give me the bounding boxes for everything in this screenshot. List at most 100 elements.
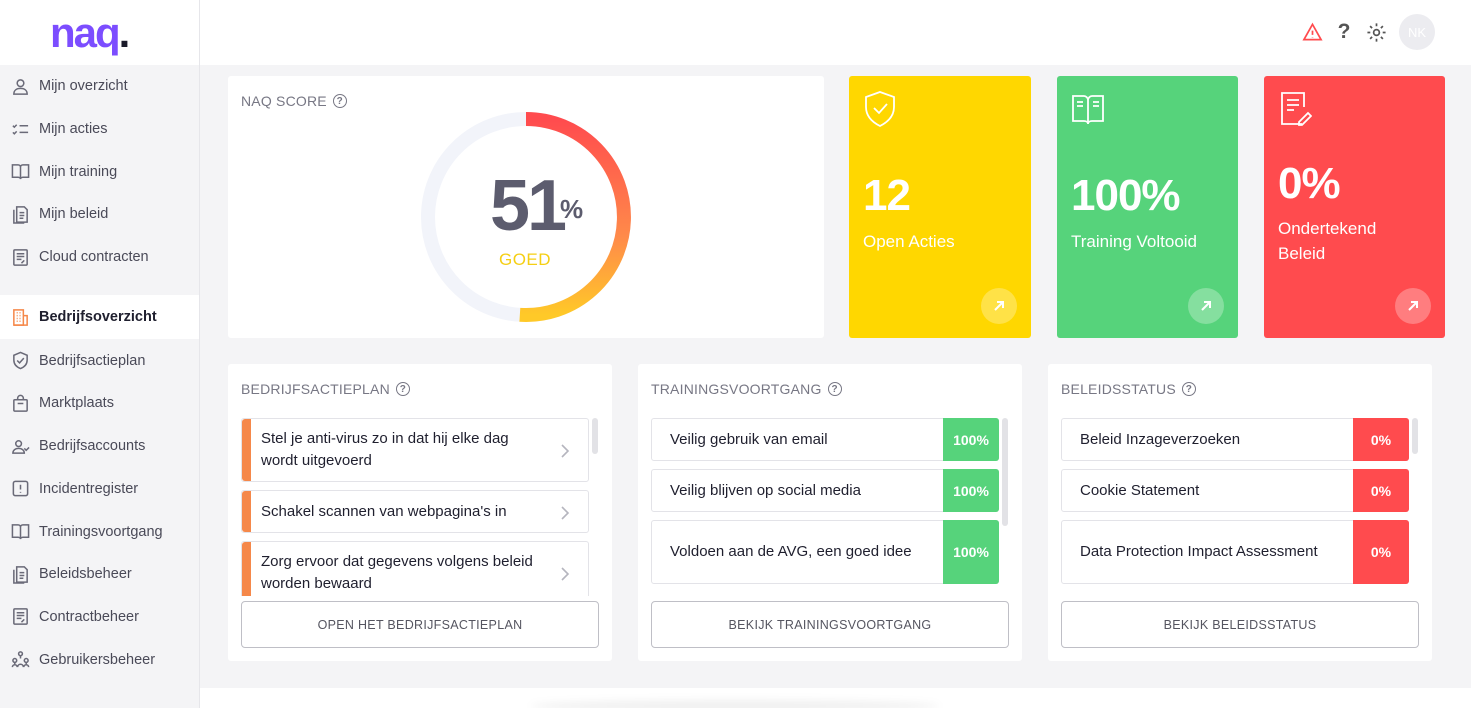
contract-icon [10,247,30,267]
checklist-icon [10,119,30,139]
help-icon[interactable]: ? [1337,20,1351,43]
list-item[interactable]: Veilig gebruik van email 100% [651,418,999,461]
logo-dot: . [118,8,131,56]
sidebar: naq. Mijn overzicht Mijn acties Mijn tra… [0,0,200,708]
progress-badge: 100% [943,520,999,584]
list-item-text: Zorg ervoor dat gegevens volgens beleid … [261,553,533,592]
score-label: GOED [498,250,552,269]
stat-label: Open Acties [863,232,955,251]
bag-icon [10,393,30,413]
list-item[interactable]: Zorg ervoor dat gegevens volgens beleid … [241,541,589,596]
nav-item-mijn-training[interactable]: Mijn training [0,150,199,193]
status-badge: 0% [1353,520,1409,584]
nav-label: Bedrijfsoverzicht [39,309,157,326]
chevron-right-icon [560,505,570,520]
arrow-up-right-icon[interactable] [981,288,1017,324]
chevron-right-icon [560,443,570,458]
list-item[interactable]: Beleid Inzageverzoeken 0% [1061,418,1409,461]
trainingsvoortgang-card: TRAININGSVOORTGANG ? Veilig gebruik van … [638,364,1022,661]
nav-item-contractbeheer[interactable]: Contractbeheer [0,596,199,639]
nav-item-mijn-acties[interactable]: Mijn acties [0,108,199,151]
nav-item-bedrijfsaccounts[interactable]: Bedrijfsaccounts [0,425,199,468]
nav-label: Mijn training [39,163,118,180]
list-item-text: Cookie Statement [1080,481,1200,499]
help-icon[interactable]: ? [395,382,410,396]
arrow-up-right-icon[interactable] [1188,288,1224,324]
top-header: ? NK [200,0,1471,65]
nav-label: Bedrijfsaccounts [39,438,146,455]
nav-label: Mijn overzicht [39,78,128,95]
stat-training-voltooid[interactable]: 100% Training Voltooid [1057,76,1238,338]
arrow-up-right-icon[interactable] [1395,288,1431,324]
scroll-shadow [530,700,940,708]
stat-value: 12 [863,171,911,220]
list-item[interactable]: Cookie Statement 0% [1061,469,1409,512]
bottom-strip [200,688,1471,708]
naq-score-card: NAQ SCORE ? 51 % GOED [228,76,824,338]
nav-item-beleidsbeheer[interactable]: Beleidsbeheer [0,553,199,596]
list-item[interactable]: Veilig blijven op social media 100% [651,469,999,512]
avatar[interactable]: NK [1399,14,1435,50]
help-icon[interactable]: ? [1181,382,1196,396]
stat-label: Training Voltooid [1071,232,1198,251]
list-item-text: Voldoen aan de AVG, een goed idee [670,543,912,560]
nav-item-trainingsvoortgang[interactable]: Trainingsvoortgang [0,510,199,553]
list-item-text: Veilig gebruik van email [670,430,828,448]
building-icon [10,307,30,327]
stat-value: 100% [1071,171,1181,220]
scrollbar[interactable] [1002,418,1008,526]
org-icon [10,650,30,670]
progress-badge: 100% [943,469,999,512]
users-icon [10,436,30,456]
nav-item-mijn-overzicht[interactable]: Mijn overzicht [0,65,199,108]
gear-icon[interactable] [1365,21,1387,43]
score-gauge [421,112,631,322]
nav-item-gebruikersbeheer[interactable]: Gebruikersbeheer [0,638,199,681]
nav-item-bedrijfsoverzicht[interactable]: Bedrijfsoverzicht [0,295,199,340]
list-item-text: Data Protection Impact Assessment [1080,543,1318,560]
scrollbar[interactable] [1412,418,1418,454]
list-item-text: Schakel scannen van webpagina's in [261,502,507,520]
stat-value: 0% [1278,159,1341,208]
priority-bar [242,491,251,532]
list-item[interactable]: Voldoen aan de AVG, een goed idee 100% [651,520,999,584]
nav-item-incidentregister[interactable]: Incidentregister [0,468,199,511]
nav-item-bedrijfsactieplan[interactable]: Bedrijfsactieplan [0,339,199,382]
priority-bar [242,419,251,481]
list-item[interactable]: Schakel scannen van webpagina's in [241,490,589,533]
list-item[interactable]: Data Protection Impact Assessment 0% [1061,520,1409,584]
help-icon[interactable]: ? [332,94,347,108]
list-item[interactable]: Stel je anti-virus zo in dat hij elke da… [241,418,589,482]
bedrijfsactieplan-card: BEDRIJFSACTIEPLAN ? Stel je anti-virus z… [228,364,612,661]
shield-icon [10,351,30,371]
warning-icon[interactable] [1301,21,1323,43]
nav-label: Gebruikersbeheer [39,651,156,668]
progress-badge: 100% [943,418,999,461]
nav-item-cloud-contracten[interactable]: Cloud contracten [0,236,199,279]
view-policy-button[interactable]: BEKIJK BELEIDSSTATUS [1061,601,1419,648]
nav-item-mijn-beleid[interactable]: Mijn beleid [0,193,199,236]
chevron-right-icon [560,566,570,581]
nav-label: Mijn beleid [39,206,109,223]
nav-label: Trainingsvoortgang [39,523,163,540]
stat-open-acties[interactable]: 12 Open Acties [849,76,1031,338]
nav-label: Cloud contracten [39,249,149,266]
view-training-button[interactable]: BEKIJK TRAININGSVOORTGANG [651,601,1009,648]
book-icon [10,162,30,182]
nav-item-marktplaats[interactable]: Marktplaats [0,382,199,425]
list-item-text: Stel je anti-virus zo in dat hij elke da… [261,430,509,469]
nav-label: Marktplaats [39,395,114,412]
book-open-icon [1071,90,1105,128]
help-icon[interactable]: ? [827,382,842,396]
stat-label: Ondertekend Beleid [1278,219,1377,263]
logo[interactable]: naq. [0,0,199,65]
score-title: NAQ SCORE ? [241,93,347,109]
card-title-text: BELEIDSSTATUS [1061,381,1176,397]
nav-label: Mijn acties [39,121,108,138]
score-value: 51 [490,166,567,246]
open-actionplan-button[interactable]: OPEN HET BEDRIJFSACTIEPLAN [241,601,599,648]
stat-ondertekend-beleid[interactable]: 0% Ondertekend Beleid [1264,76,1445,338]
status-badge: 0% [1353,418,1409,461]
document-edit-icon [1278,90,1313,128]
scrollbar[interactable] [592,418,598,454]
